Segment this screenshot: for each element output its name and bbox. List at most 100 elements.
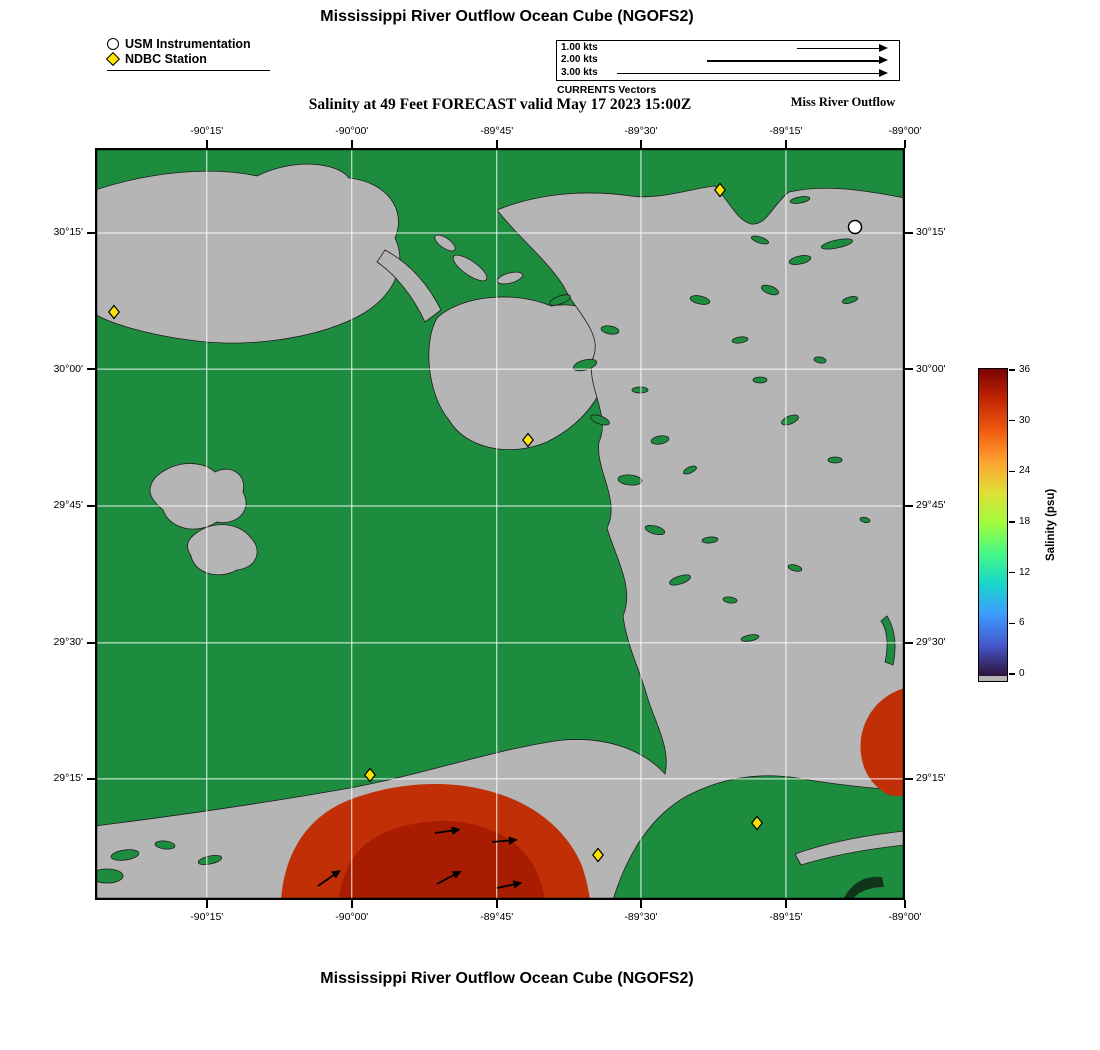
lat-tick-right-3: [905, 642, 913, 644]
colorbar-tick-label-6: 0: [1019, 668, 1025, 679]
usm-circle-marker-icon: [107, 37, 119, 50]
coastal-island: [154, 840, 176, 850]
marsh-island: [669, 574, 691, 586]
lon-label-top-1: -90°00': [335, 125, 369, 137]
current-arrow-shaft: [434, 829, 454, 834]
legend-item-usm: USM Instrumentation: [107, 36, 270, 51]
marsh-island: [600, 325, 620, 335]
lon-label-top-4: -89°15': [769, 125, 803, 137]
lat-tick-right-1: [905, 368, 913, 370]
grid-lines: [95, 148, 905, 900]
currents-vector-scale-box: 1.00 kts 2.00 kts 3.00 kts: [556, 40, 900, 81]
currents-caption: CURRENTS Vectors: [557, 84, 657, 96]
lon-tick-bottom-4: [785, 900, 787, 908]
marsh-island: [572, 358, 598, 372]
ndbc-diamond-marker-icon: [105, 51, 121, 66]
current-arrow-3: [436, 870, 462, 885]
lon-label-bottom-3: -89°30': [624, 911, 658, 923]
ndbc-station-marker-1: [714, 182, 726, 198]
lat-tick-right-4: [905, 778, 913, 780]
lon-tick-bottom-1: [351, 900, 353, 908]
current-arrow-4: [496, 880, 523, 889]
lat-tick-right-2: [905, 505, 913, 507]
lat-label-left-1: 30°00': [53, 362, 83, 375]
lat-label-right-0: 30°15': [916, 226, 946, 239]
lon-label-bottom-2: -89°45': [480, 911, 514, 923]
currents-scale-vector-1: [707, 60, 879, 62]
marsh-pond: [496, 271, 524, 285]
inland-ponds: [434, 234, 524, 285]
ndbc-station-marker-4: [592, 847, 604, 863]
lat-tick-left-1: [87, 368, 95, 370]
marsh-island: [827, 456, 843, 464]
delta-marsh-east: [612, 775, 905, 900]
lon-label-bottom-0: -90°15': [190, 911, 224, 923]
legend-label-ndbc: NDBC Station: [125, 51, 207, 66]
ndbc-station-marker-2: [522, 432, 534, 448]
lat-tick-left-4: [87, 778, 95, 780]
delta-channel: [794, 830, 905, 866]
lat-label-right-2: 29°45': [916, 499, 946, 512]
currents-scale-arrowhead-2: [879, 68, 888, 77]
marsh-island: [859, 516, 871, 524]
lon-tick-top-0: [206, 140, 208, 148]
colorbar-tick-2: [1009, 470, 1015, 473]
marsh-island: [701, 536, 719, 544]
legend-item-ndbc: NDBC Station: [105, 51, 270, 66]
lat-label-left-3: 29°30': [53, 636, 83, 649]
mississippi-sound-and-gulf: [95, 185, 905, 900]
chandeleur-islands: [880, 615, 896, 666]
current-arrow-2: [317, 869, 341, 887]
lon-label-top-2: -89°45': [480, 125, 514, 137]
lat-label-left-4: 29°15': [53, 772, 83, 785]
marsh-island: [683, 465, 697, 475]
lon-tick-top-2: [496, 140, 498, 148]
currents-scale-label-1: 2.00 kts: [561, 54, 598, 65]
figure-title-bottom: Mississippi River Outflow Ocean Cube (NG…: [320, 970, 694, 987]
marsh-island: [689, 295, 711, 305]
inland-lake-2: [187, 524, 258, 576]
map-border: [95, 148, 905, 900]
marsh-island: [549, 294, 571, 306]
rigolets-channel: [376, 249, 442, 323]
lon-label-bottom-4: -89°15': [769, 911, 803, 923]
lon-label-top-0: -90°15': [190, 125, 224, 137]
colorbar-tick-5: [1009, 622, 1015, 625]
lat-tick-left-0: [87, 232, 95, 234]
high-salinity-patch-east: [860, 688, 905, 796]
colorbar-tick-1: [1009, 419, 1015, 422]
marsh-island: [740, 634, 760, 642]
current-arrow-0: [434, 826, 461, 835]
lon-tick-top-1: [351, 140, 353, 148]
current-arrow-shaft: [496, 883, 516, 889]
miss-river-outflow-label: Miss River Outflow: [790, 95, 896, 109]
current-arrow-shaft: [436, 873, 456, 885]
current-arrow-shaft: [491, 839, 512, 843]
map-canvas: [95, 148, 905, 900]
lat-label-right-3: 29°30': [916, 636, 946, 649]
marsh-island: [750, 235, 770, 245]
currents-scale-vector-2: [617, 72, 879, 74]
colorbar-tick-3: [1009, 521, 1015, 523]
lon-label-bottom-5: -89°00': [888, 911, 922, 923]
lon-label-top-5: -89°00': [888, 125, 922, 137]
marsh-island: [631, 386, 649, 394]
lake-borgne: [428, 296, 609, 450]
marsh-island: [617, 474, 643, 486]
lat-tick-left-2: [87, 505, 95, 507]
marsh-pond: [434, 234, 456, 252]
colorbar-gradient: [979, 369, 1007, 676]
currents-scale-arrowhead-1: [879, 56, 888, 65]
marsh-island: [644, 524, 666, 536]
ndbc-station-marker-3: [364, 767, 376, 783]
lon-tick-bottom-0: [206, 900, 208, 908]
lat-label-left-0: 30°15': [53, 226, 83, 239]
marsh-island: [722, 596, 738, 604]
lon-tick-bottom-5: [904, 900, 906, 908]
marsh-pond: [452, 254, 488, 282]
current-arrows: [317, 826, 523, 889]
high-salinity-plume-core: [339, 821, 545, 900]
lon-tick-bottom-2: [496, 900, 498, 908]
currents-scale-vector-0: [797, 47, 879, 49]
lat-tick-right-0: [905, 232, 913, 234]
